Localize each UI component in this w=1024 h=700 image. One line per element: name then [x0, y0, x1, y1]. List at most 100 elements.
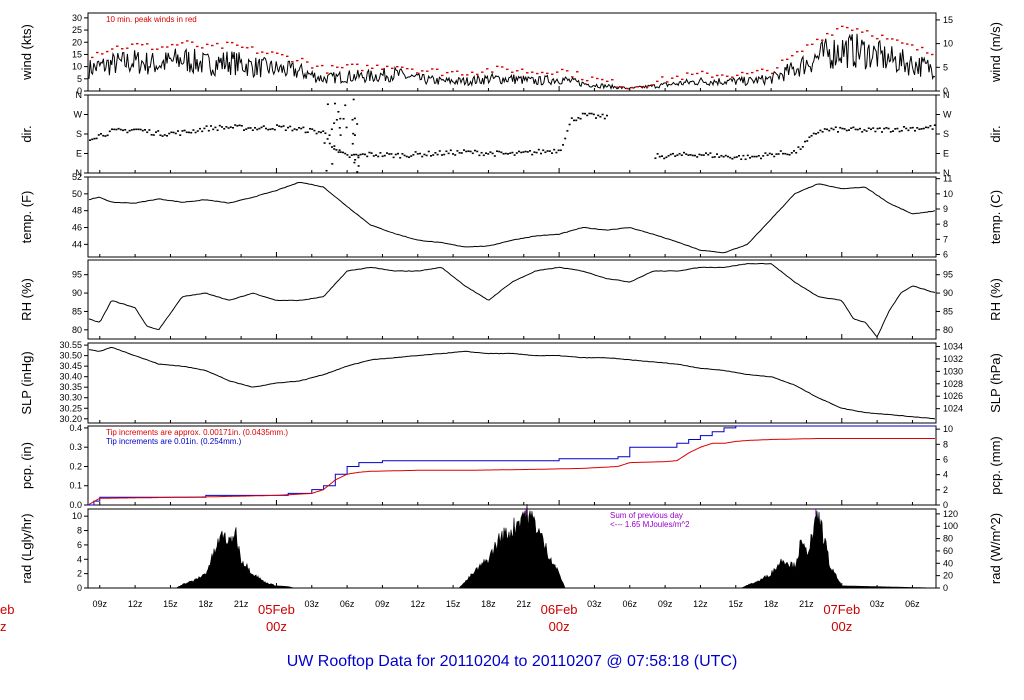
direction-point — [342, 151, 344, 154]
peak-wind-point — [761, 68, 764, 70]
direction-point — [399, 156, 402, 159]
direction-point — [489, 151, 492, 153]
direction-point — [441, 154, 443, 156]
direction-point — [258, 127, 261, 130]
direction-point — [344, 152, 347, 155]
direction-point — [920, 128, 923, 130]
direction-point — [251, 129, 254, 131]
y-axis-label-right: wind (m/s) — [988, 22, 1003, 83]
direction-point — [331, 163, 334, 165]
direction-point — [449, 149, 452, 152]
left-tick-label: N — [76, 168, 83, 178]
peak-wind-point — [326, 72, 329, 74]
right-tick-label: N — [943, 168, 950, 178]
direction-point — [775, 153, 778, 155]
direction-point — [304, 131, 307, 134]
direction-point — [892, 130, 894, 132]
direction-point — [325, 169, 328, 172]
direction-point — [330, 128, 333, 131]
direction-point — [397, 152, 399, 155]
direction-point — [401, 153, 404, 155]
direction-point — [916, 127, 919, 129]
hour-label: 06z — [340, 599, 355, 609]
direction-point — [320, 131, 322, 134]
direction-point — [280, 125, 283, 128]
peak-wind-point — [811, 43, 814, 46]
right-tick-label: 2 — [943, 485, 948, 495]
peak-wind-point — [626, 87, 629, 90]
peak-wind-point — [881, 34, 884, 36]
left-tick-label: 30.50 — [59, 351, 82, 361]
peak-wind-point — [536, 72, 539, 75]
direction-point — [597, 114, 600, 117]
right-tick-label: 60 — [943, 546, 953, 556]
direction-point — [331, 146, 333, 148]
direction-point — [108, 130, 111, 133]
peak-wind-point — [201, 47, 204, 49]
direction-point — [696, 156, 699, 158]
direction-point — [526, 151, 529, 153]
left-tick-label: E — [76, 149, 82, 159]
left-tick-label: 4 — [77, 554, 82, 564]
direction-point — [344, 104, 347, 107]
peak-wind-point — [856, 28, 859, 30]
direction-point — [357, 154, 360, 157]
panel-slp: 30.2030.2530.3030.3530.4030.4530.5030.55… — [19, 340, 1003, 424]
left-tick-label: 25 — [72, 25, 82, 35]
left-tick-label: 90 — [72, 288, 82, 298]
peak-wind-point — [441, 74, 444, 77]
direction-point — [353, 161, 356, 164]
direction-point — [676, 154, 679, 156]
direction-point — [579, 117, 582, 120]
direction-point — [322, 130, 325, 132]
direction-point — [885, 126, 888, 129]
day-label-cut: eb — [0, 602, 14, 617]
direction-point — [922, 127, 925, 130]
right-tick-label: 1028 — [943, 379, 963, 389]
right-tick-label: 20 — [943, 571, 953, 581]
direction-point — [216, 129, 219, 132]
peak-wind-point — [236, 44, 239, 46]
peak-wind-point — [361, 69, 364, 72]
direction-point — [328, 134, 331, 137]
right-tick-label: 0 — [943, 86, 948, 96]
direction-point — [423, 153, 426, 156]
peak-wind-point — [126, 47, 129, 49]
direction-point — [207, 129, 210, 132]
peak-wind-point — [726, 75, 729, 77]
direction-point — [731, 157, 734, 160]
direction-point — [707, 153, 710, 156]
left-tick-label: 30.35 — [59, 382, 82, 392]
direction-point — [260, 126, 263, 129]
peak-wind-point — [681, 78, 684, 81]
left-tick-label: 95 — [72, 270, 82, 280]
direction-point — [878, 127, 881, 129]
peak-wind-point — [156, 48, 159, 50]
peak-wind-point — [776, 67, 779, 69]
direction-point — [839, 126, 842, 129]
direction-point — [537, 148, 540, 151]
peak-wind-point — [336, 66, 339, 68]
direction-point — [841, 127, 844, 130]
peak-wind-point — [456, 70, 459, 72]
right-tick-label: 7 — [943, 234, 948, 244]
y-axis-label-left: wind (kts) — [19, 24, 34, 81]
peak-wind-point — [841, 25, 844, 28]
right-tick-label: 80 — [943, 325, 953, 335]
direction-point — [102, 134, 105, 137]
peak-wind-point — [526, 72, 529, 74]
right-tick-label: 5 — [943, 62, 948, 72]
direction-point — [339, 117, 342, 120]
peak-wind-point — [186, 40, 189, 42]
y-axis-label-left: SLP (inHg) — [19, 351, 34, 414]
direction-point — [328, 142, 331, 145]
direction-point — [788, 153, 791, 156]
hour-label: 03z — [305, 599, 320, 609]
direction-point — [812, 132, 815, 135]
panel-pcp: 0.0 0.1 0.2 0.3 0.4 0 2 4 6 8 10 pcp. (in) pcp. (mm)… — [19, 423, 1003, 510]
peak-wind-point — [871, 35, 874, 37]
peak-wind-point — [366, 64, 369, 67]
direction-point — [832, 128, 835, 131]
direction-point — [834, 126, 837, 129]
direction-point — [702, 154, 705, 156]
